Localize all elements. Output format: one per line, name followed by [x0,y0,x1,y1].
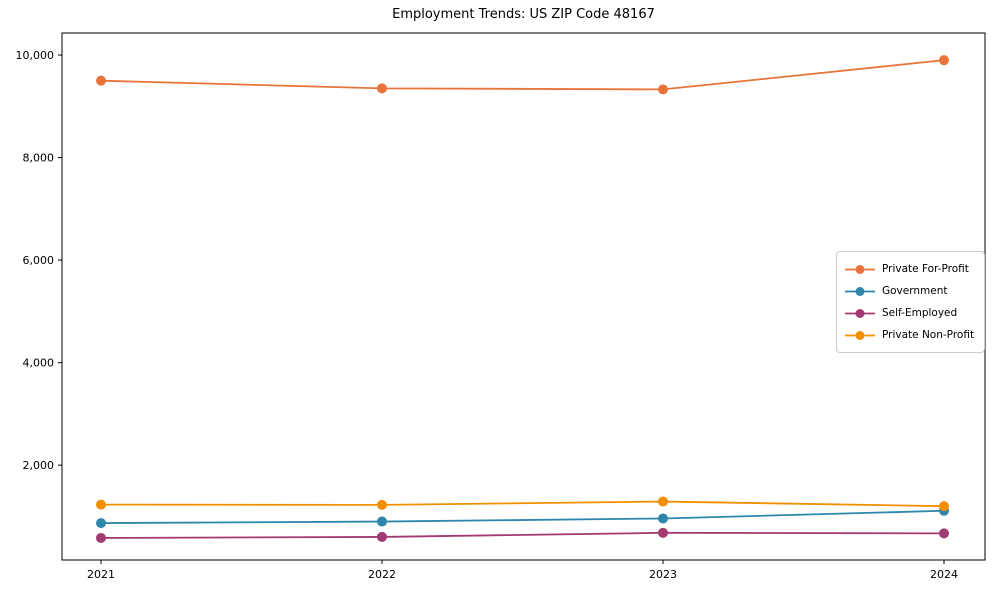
series-private-for-profit [96,55,949,95]
series-line [100,531,945,539]
legend-dot [855,308,865,318]
legend-dot [855,264,865,274]
legend-item: Private Non-Profit [845,324,976,346]
legend: Private For-Profit Government Self-Employe… [836,251,985,353]
legend-item-label: Private For-Profit [882,263,969,275]
data-point [96,499,106,510]
data-point [96,75,106,86]
series-line [100,509,945,524]
legend-marker-icon [845,308,875,318]
legend-marker-icon [845,264,875,274]
legend-item-label: Private Non-Profit [882,329,975,341]
data-point [939,55,949,66]
x-tick-label: 2024 [930,568,958,581]
x-tick-label: 2023 [649,568,677,581]
chart-title: Employment Trends: US ZIP Code 48167 [392,7,655,22]
y-tick-label: 10,000 [16,49,55,62]
plot-border [61,32,986,561]
data-point [658,496,668,507]
y-tick-label: 8,000 [23,152,55,165]
data-point [377,531,387,542]
data-point [658,513,668,524]
series-self-employed [96,527,949,543]
legend-item-label: Government [882,285,948,297]
y-tick-label: 4,000 [23,357,55,370]
data-point [939,501,949,512]
y-tick-label: 6,000 [23,254,55,267]
legend-item: Self-Employed [845,302,976,324]
legend-marker-icon [845,330,875,340]
series-line [100,500,945,508]
data-point [96,532,106,543]
legend-dot [855,286,865,296]
x-tick-label: 2021 [87,568,115,581]
series-government [96,505,949,529]
data-point [658,527,668,538]
legend-marker-icon [845,286,875,296]
legend-item-label: Self-Employed [882,307,958,319]
data-point [658,84,668,95]
series-private-non-profit [96,496,949,512]
data-point [377,499,387,510]
legend-item: Private For-Profit [845,258,976,280]
y-tick-label: 2,000 [23,459,55,472]
data-point [377,516,387,527]
legend-item: Government [845,280,976,302]
data-point [377,83,387,94]
x-tick-label: 2022 [368,568,396,581]
data-point [96,518,106,529]
data-point [939,528,949,539]
series-line [100,59,945,91]
legend-dot [855,330,865,340]
